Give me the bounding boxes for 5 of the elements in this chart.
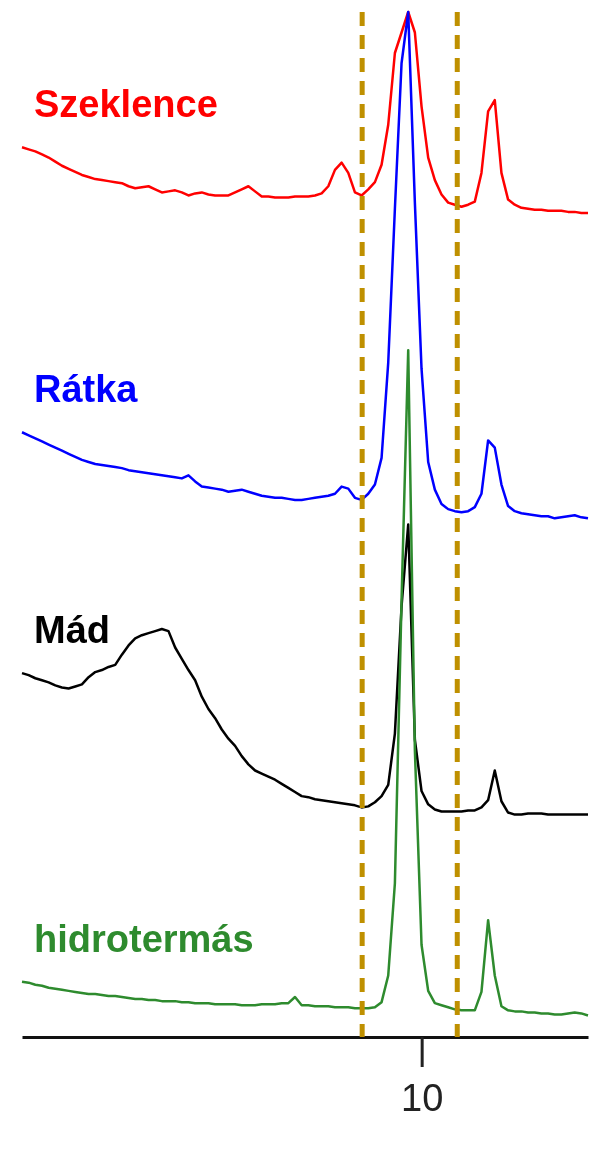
- series-label: Szeklence: [34, 83, 218, 126]
- series-label: hidrotermás: [34, 917, 254, 960]
- series-label: Rátka: [34, 368, 139, 411]
- series-label: Mád: [34, 609, 110, 652]
- text: 10: [401, 1077, 444, 1119]
